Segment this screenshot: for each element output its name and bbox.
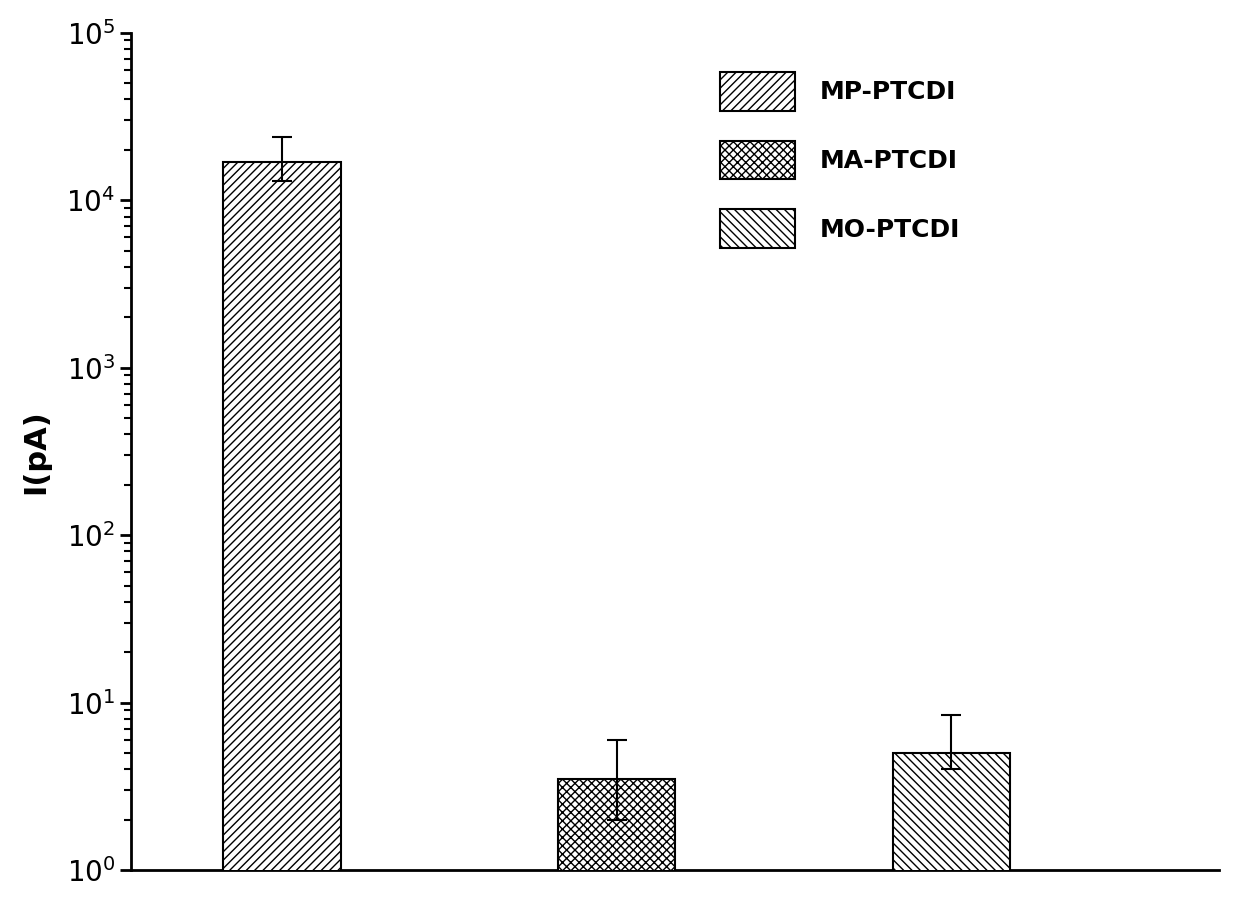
- Bar: [558, 779, 676, 909]
- Bar: [223, 162, 341, 909]
- Legend: MP-PTCDI, MA-PTCDI, MO-PTCDI: MP-PTCDI, MA-PTCDI, MO-PTCDI: [709, 62, 970, 258]
- Y-axis label: I(pA): I(pA): [21, 409, 50, 494]
- Bar: [893, 754, 1009, 909]
